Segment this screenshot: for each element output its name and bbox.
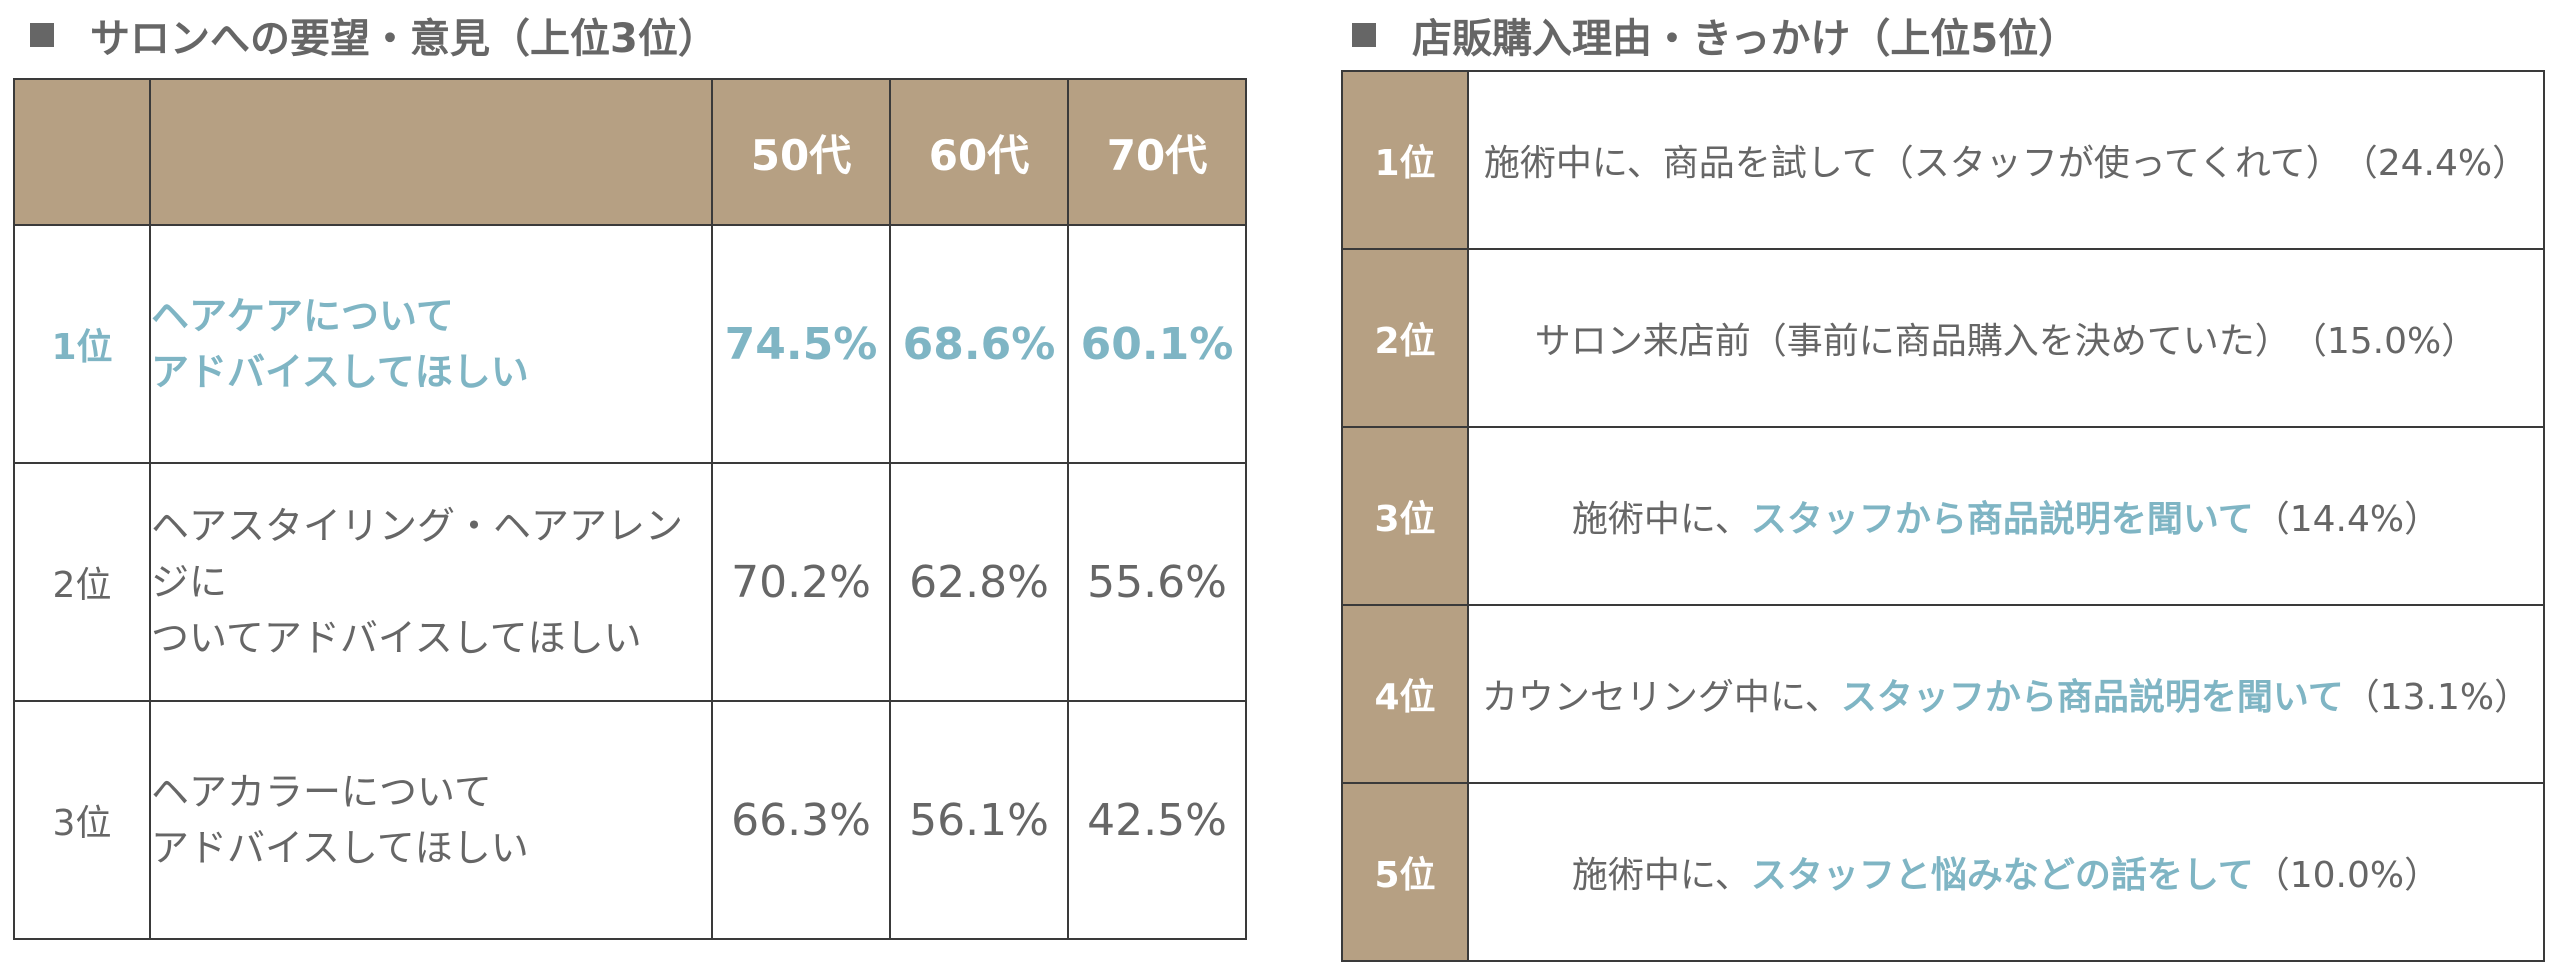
value-60s: 62.8% [889,462,1069,702]
reason-text-pre: サロン来店前（事前に商品購入を決めていた） [1534,321,2291,362]
header-rank [13,78,151,226]
value-50s: 66.3% [711,700,891,940]
rank-cell: 2位 [13,462,151,702]
salon-requests-title-text: サロンへの要望・意見（上位3位） [90,16,718,62]
reason-rank: 4位 [1343,606,1469,782]
header-60s: 60代 [889,78,1069,226]
salon-requests-title: サロンへの要望・意見（上位3位） [30,4,718,66]
reason-text-percent: （13.1%） [2343,677,2531,718]
reason-text-percent: （10.0%） [2253,855,2441,896]
reason-text: 施術中に、商品を試して（スタッフが使ってくれて） （24.4%） [1469,72,2543,248]
reason-text-pre: 施術中に、商品を試して（スタッフが使ってくれて） [1483,143,2342,184]
reason-text-pre: 施術中に、 [1571,855,1751,896]
value-70s: 42.5% [1067,700,1247,940]
reason-rank: 2位 [1343,250,1469,426]
item-cell: ヘアカラーについて アドバイスしてほしい [149,700,713,940]
table-header-row: 50代 60代 70代 [13,78,1247,226]
reason-text: サロン来店前（事前に商品購入を決めていた） （15.0%） [1469,250,2543,426]
purchase-reasons-title-text: 店販購入理由・きっかけ（上位5位） [1412,16,2079,62]
purchase-reasons-title: 店販購入理由・きっかけ（上位5位） [1352,4,2078,66]
reason-text: 施術中に、 スタッフと悩みなどの話をして （10.0%） [1469,784,2543,960]
square-bullet-icon [1352,23,1376,47]
item-line: ヘアカラーについて [151,770,492,814]
reason-text: 施術中に、 スタッフから商品説明を聞いて （14.4%） [1469,428,2543,604]
value-50s: 70.2% [711,462,891,702]
list-item: 5位 施術中に、 スタッフと悩みなどの話をして （10.0%） [1343,784,2543,960]
list-item: 1位 施術中に、商品を試して（スタッフが使ってくれて） （24.4%） [1343,72,2543,250]
item-line: ついてアドバイスしてほしい [151,616,642,660]
reason-rank: 1位 [1343,72,1469,248]
header-50s: 50代 [711,78,891,226]
item-cell: ヘアスタイリング・ヘアアレンジに ついてアドバイスしてほしい [149,462,713,702]
header-item [149,78,713,226]
reason-text-highlight: スタッフと悩みなどの話をして [1750,855,2254,896]
item-line: アドバイスしてほしい [151,350,529,394]
reason-text-highlight: スタッフから商品説明を聞いて [1840,677,2344,718]
table-row: 2位 ヘアスタイリング・ヘアアレンジに ついてアドバイスしてほしい 70.2% … [13,462,1247,702]
reason-rank: 3位 [1343,428,1469,604]
reason-text-pre: カウンセリング中に、 [1481,677,1841,718]
list-item: 4位 カウンセリング中に、 スタッフから商品説明を聞いて （13.1%） [1343,606,2543,784]
value-50s: 74.5% [711,224,891,464]
reason-text-pre: 施術中に、 [1571,499,1751,540]
reason-rank: 5位 [1343,784,1469,960]
reason-text-percent: （14.4%） [2253,499,2441,540]
value-60s: 68.6% [889,224,1069,464]
reason-text: カウンセリング中に、 スタッフから商品説明を聞いて （13.1%） [1469,606,2543,782]
header-70s: 70代 [1067,78,1247,226]
value-70s: 55.6% [1067,462,1247,702]
value-70s: 60.1% [1067,224,1247,464]
purchase-reasons-list: 1位 施術中に、商品を試して（スタッフが使ってくれて） （24.4%） 2位 サロ… [1341,70,2545,962]
list-item: 3位 施術中に、 スタッフから商品説明を聞いて （14.4%） [1343,428,2543,606]
reason-text-percent: （24.4%） [2341,143,2529,184]
square-bullet-icon [30,23,54,47]
salon-requests-table: 50代 60代 70代 1位 ヘアケアについて アドバイスしてほしい 74.5%… [13,78,1247,940]
reason-text-highlight: スタッフから商品説明を聞いて [1750,499,2254,540]
reason-text-percent: （15.0%） [2290,321,2478,362]
item-line: ヘアケアについて [151,294,454,338]
item-line: ヘアスタイリング・ヘアアレンジに [151,504,684,604]
table-row: 3位 ヘアカラーについて アドバイスしてほしい 66.3% 56.1% 42.5… [13,700,1247,940]
rank-cell: 1位 [13,224,151,464]
item-line: アドバイスしてほしい [151,826,529,870]
value-60s: 56.1% [889,700,1069,940]
table-row: 1位 ヘアケアについて アドバイスしてほしい 74.5% 68.6% 60.1% [13,224,1247,464]
item-cell: ヘアケアについて アドバイスしてほしい [149,224,713,464]
rank-cell: 3位 [13,700,151,940]
list-item: 2位 サロン来店前（事前に商品購入を決めていた） （15.0%） [1343,250,2543,428]
